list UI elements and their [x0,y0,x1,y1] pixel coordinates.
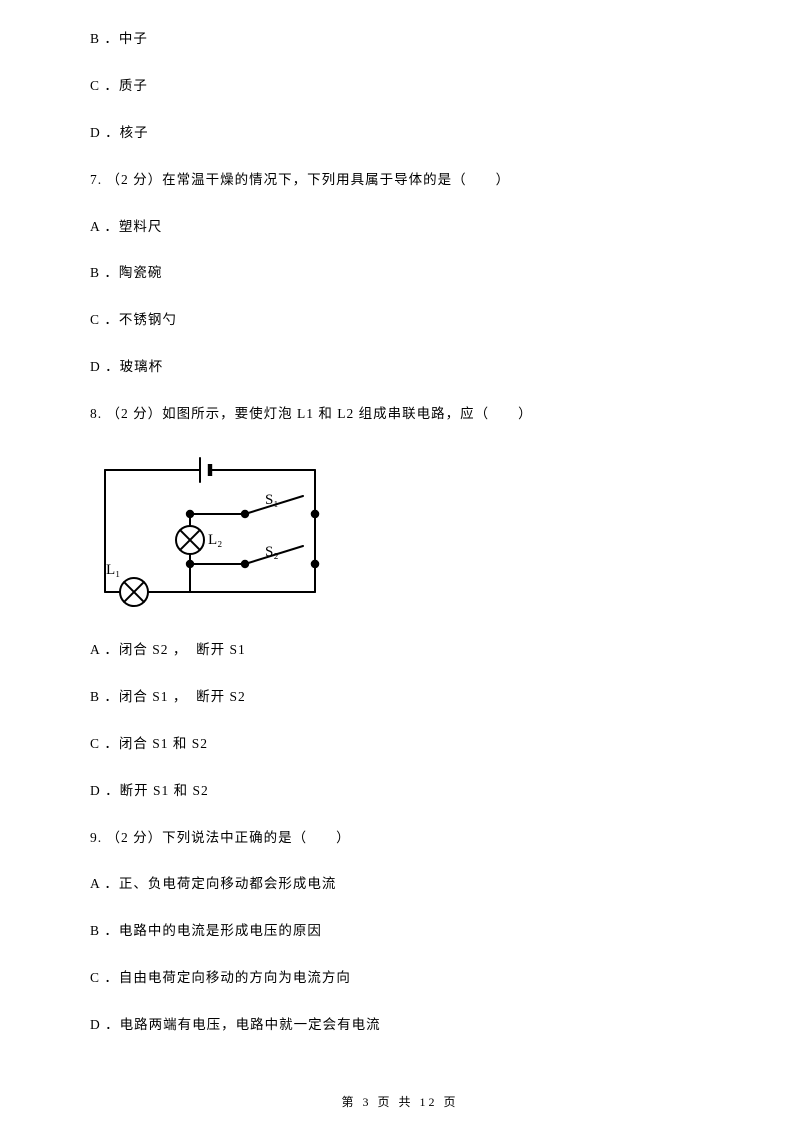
q7-option-a: A ．塑料尺 [90,218,710,237]
q9-option-a: A ．正、负电荷定向移动都会形成电流 [90,875,710,894]
page: B ．中子 C ．质子 D ．核子 7. （2 分）在常温干燥的情况下，下列用具… [0,0,800,1132]
q9-option-c: C ．自由电荷定向移动的方向为电流方向 [90,969,710,988]
svg-text:L₁: L₁ [106,562,120,578]
q6-option-d: D ．核子 [90,124,710,143]
q8-option-b: B ．闭合 S1 ， 断开 S2 [90,688,710,707]
q9-stem: 9. （2 分）下列说法中正确的是（ ） [90,829,710,848]
q9-option-b: B ．电路中的电流是形成电压的原因 [90,922,710,941]
q7-option-c: C ．不锈钢勺 [90,311,710,330]
svg-text:S₁: S₁ [265,492,279,508]
q8-stem: 8. （2 分）如图所示，要使灯泡 L1 和 L2 组成串联电路，应（ ） [90,405,710,424]
q7-stem: 7. （2 分）在常温干燥的情况下，下列用具属于导体的是（ ） [90,171,710,190]
q8-option-d: D ．断开 S1 和 S2 [90,782,710,801]
q6-option-b: B ．中子 [90,30,710,49]
q9-option-d: D ．电路两端有电压，电路中就一定会有电流 [90,1016,710,1035]
page-footer: 第 3 页 共 12 页 [0,1093,800,1110]
q8-option-a: A ．闭合 S2 ， 断开 S1 [90,641,710,660]
svg-text:S₂: S₂ [265,544,279,560]
q6-option-c: C ．质子 [90,77,710,96]
q7-option-d: D ．玻璃杯 [90,358,710,377]
q7-option-b: B ．陶瓷碗 [90,264,710,283]
q8-circuit-diagram: S₁ S₂ L₁ L₂ [90,452,710,617]
q8-option-c: C ．闭合 S1 和 S2 [90,735,710,754]
svg-text:L₂: L₂ [208,532,222,548]
